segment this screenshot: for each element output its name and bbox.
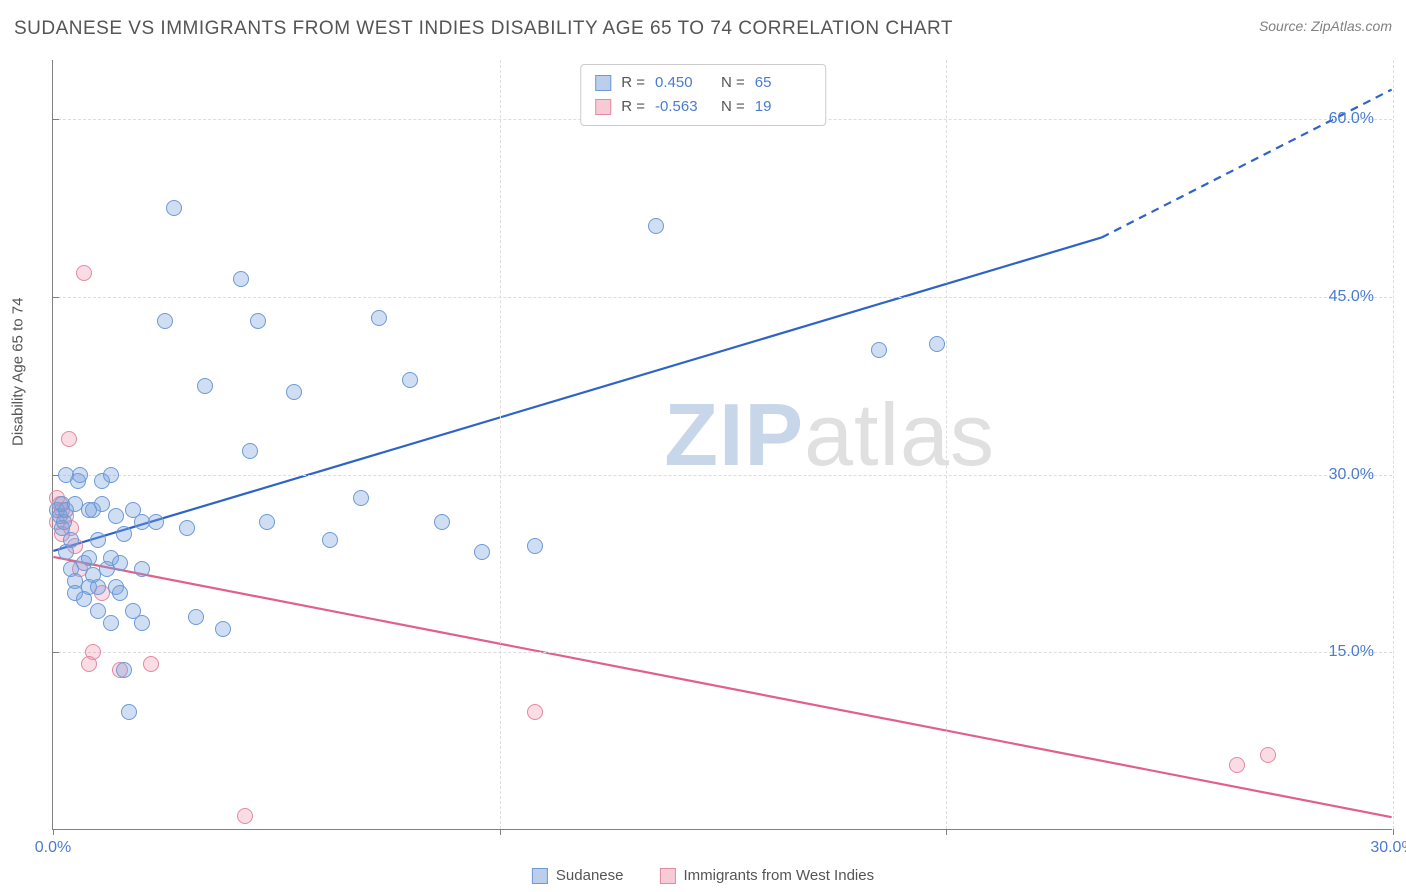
scatter-point-blue [134,615,150,631]
legend-n-value-blue: 65 [755,71,811,95]
x-tick [500,829,501,835]
scatter-point-pink [1260,747,1276,763]
legend-r-value-pink: -0.563 [655,95,711,119]
series-legend-item-pink: Immigrants from West Indies [659,867,874,884]
scatter-point-blue [322,532,338,548]
scatter-point-blue [134,561,150,577]
legend-r-value-blue: 0.450 [655,71,711,95]
x-tick [53,829,54,835]
legend-n-value-pink: 19 [755,95,811,119]
scatter-point-blue [250,313,266,329]
swatch-pink-icon [595,99,611,115]
watermark-atlas: atlas [804,384,995,483]
scatter-point-blue [402,372,418,388]
scatter-point-blue [179,520,195,536]
y-axis-label: Disability Age 65 to 74 [10,298,27,446]
scatter-point-blue [527,538,543,554]
gridline-h [53,652,1392,653]
scatter-point-blue [90,603,106,619]
y-tick-label: 45.0% [1329,288,1374,306]
y-tick [53,297,59,298]
scatter-point-blue [121,704,137,720]
scatter-point-blue [116,526,132,542]
title-bar: SUDANESE VS IMMIGRANTS FROM WEST INDIES … [14,18,1392,40]
scatter-point-pink [237,808,253,824]
legend-r-label: R = [621,95,645,119]
scatter-point-blue [259,514,275,530]
legend-r-label: R = [621,71,645,95]
scatter-point-pink [85,644,101,660]
x-tick [946,829,947,835]
scatter-point-blue [166,200,182,216]
legend-n-label: N = [721,71,745,95]
regression-line-pink [53,557,1391,817]
scatter-point-blue [371,310,387,326]
gridline-v [500,60,501,829]
scatter-point-pink [143,656,159,672]
swatch-pink-icon [659,868,675,884]
chart-title: SUDANESE VS IMMIGRANTS FROM WEST INDIES … [14,18,953,40]
y-tick-label: 30.0% [1329,466,1374,484]
y-tick [53,119,59,120]
y-tick-label: 15.0% [1329,643,1374,661]
scatter-point-pink [1229,757,1245,773]
regression-line-blue-solid [53,237,1101,551]
series-legend: Sudanese Immigrants from West Indies [532,867,874,884]
scatter-point-blue [929,336,945,352]
scatter-point-blue [215,621,231,637]
scatter-point-blue [233,271,249,287]
gridline-h [53,297,1392,298]
scatter-point-blue [197,378,213,394]
scatter-point-blue [286,384,302,400]
scatter-point-blue [434,514,450,530]
correlation-legend: R = 0.450 N = 65 R = -0.563 N = 19 [580,64,826,126]
x-tick [1393,829,1394,835]
scatter-point-blue [90,532,106,548]
scatter-point-pink [61,431,77,447]
scatter-point-pink [527,704,543,720]
y-tick-label: 60.0% [1329,110,1374,128]
scatter-point-pink [76,265,92,281]
scatter-point-blue [112,555,128,571]
x-tick-label: 0.0% [35,839,71,857]
swatch-blue-icon [532,868,548,884]
scatter-point-blue [116,662,132,678]
series-legend-label: Sudanese [556,867,624,884]
scatter-point-blue [94,496,110,512]
scatter-point-blue [63,532,79,548]
legend-n-label: N = [721,95,745,119]
scatter-point-blue [157,313,173,329]
y-tick [53,652,59,653]
scatter-point-blue [103,615,119,631]
correlation-legend-row-pink: R = -0.563 N = 19 [595,95,811,119]
scatter-point-blue [103,467,119,483]
correlation-legend-row-blue: R = 0.450 N = 65 [595,71,811,95]
scatter-point-blue [81,550,97,566]
scatter-point-blue [871,342,887,358]
scatter-point-blue [188,609,204,625]
scatter-point-blue [112,585,128,601]
gridline-v [1393,60,1394,829]
swatch-blue-icon [595,75,611,91]
plot-area: ZIPatlas 15.0%30.0%45.0%60.0%0.0%30.0% [52,60,1392,830]
scatter-point-blue [648,218,664,234]
x-tick-label: 30.0% [1370,839,1406,857]
scatter-point-blue [242,443,258,459]
scatter-point-blue [353,490,369,506]
watermark-zip: ZIP [664,384,804,483]
gridline-v [946,60,947,829]
scatter-point-blue [90,579,106,595]
scatter-point-blue [148,514,164,530]
gridline-h [53,475,1392,476]
scatter-point-blue [72,467,88,483]
scatter-point-blue [474,544,490,560]
series-legend-item-blue: Sudanese [532,867,624,884]
scatter-point-blue [108,508,124,524]
source-label: Source: ZipAtlas.com [1259,18,1392,34]
series-legend-label: Immigrants from West Indies [683,867,874,884]
